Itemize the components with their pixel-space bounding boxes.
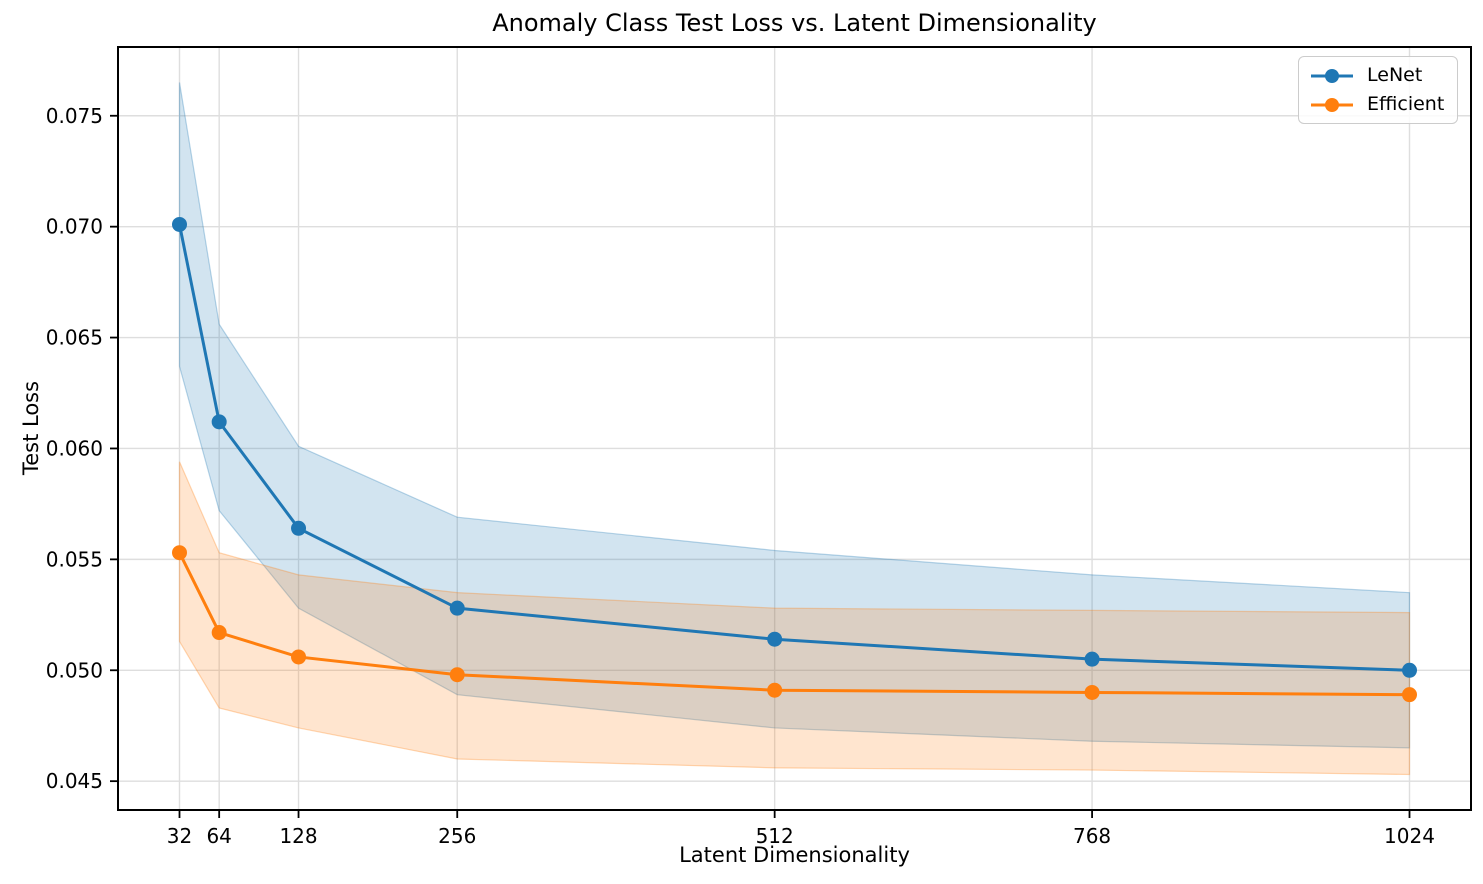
lenet-marker bbox=[1402, 662, 1417, 678]
x-tick-label: 128 bbox=[279, 824, 317, 848]
legend-item-lenet: LeNet bbox=[1309, 63, 1447, 88]
efficient-marker bbox=[172, 545, 187, 561]
y-tick-label: 0.075 bbox=[46, 104, 103, 128]
efficient-marker bbox=[767, 682, 783, 698]
legend-item-efficient: Efficient bbox=[1309, 92, 1447, 117]
efficient-marker bbox=[1084, 684, 1100, 700]
y-axis-label: Test Loss bbox=[19, 380, 43, 476]
legend-label-efficient: Efficient bbox=[1367, 93, 1445, 115]
y-tick-label: 0.050 bbox=[46, 658, 103, 682]
lenet-marker bbox=[291, 520, 307, 536]
chart-title: Anomaly Class Test Loss vs. Latent Dimen… bbox=[492, 9, 1097, 37]
legend: LeNet Efficient bbox=[1298, 56, 1458, 124]
lenet-marker bbox=[449, 600, 465, 616]
lenet-marker bbox=[172, 216, 187, 232]
lenet-marker bbox=[211, 414, 227, 430]
lenet-confidence-band bbox=[178, 82, 1411, 749]
lenet-marker bbox=[767, 631, 783, 647]
y-tick-label: 0.055 bbox=[46, 547, 103, 571]
x-tick-label: 64 bbox=[206, 824, 231, 848]
lenet-marker bbox=[1084, 651, 1100, 667]
efficient-legend-marker-icon bbox=[1325, 97, 1339, 112]
x-axis-label: Latent Dimensionality bbox=[679, 843, 910, 867]
efficient-marker bbox=[291, 649, 307, 665]
lenet-legend-marker-icon bbox=[1325, 68, 1339, 83]
efficient-marker bbox=[449, 667, 465, 683]
x-tick-label: 1024 bbox=[1384, 824, 1435, 848]
plot-border bbox=[117, 46, 1472, 811]
efficient-marker bbox=[1402, 687, 1417, 703]
y-tick-label: 0.065 bbox=[46, 326, 103, 350]
y-tick-label: 0.045 bbox=[46, 769, 103, 793]
legend-label-lenet: LeNet bbox=[1367, 64, 1423, 86]
efficient-confidence-band bbox=[178, 461, 1411, 776]
x-tick-label: 256 bbox=[438, 824, 476, 848]
x-tick-label: 512 bbox=[756, 824, 794, 848]
efficient-legend-swatch bbox=[1311, 97, 1353, 112]
y-tick-label: 0.070 bbox=[46, 215, 103, 239]
x-tick-label: 32 bbox=[167, 824, 192, 848]
x-tick-label: 768 bbox=[1073, 824, 1111, 848]
lenet-legend-swatch bbox=[1311, 68, 1353, 83]
efficient-marker bbox=[211, 625, 227, 641]
y-tick-label: 0.060 bbox=[46, 436, 103, 460]
